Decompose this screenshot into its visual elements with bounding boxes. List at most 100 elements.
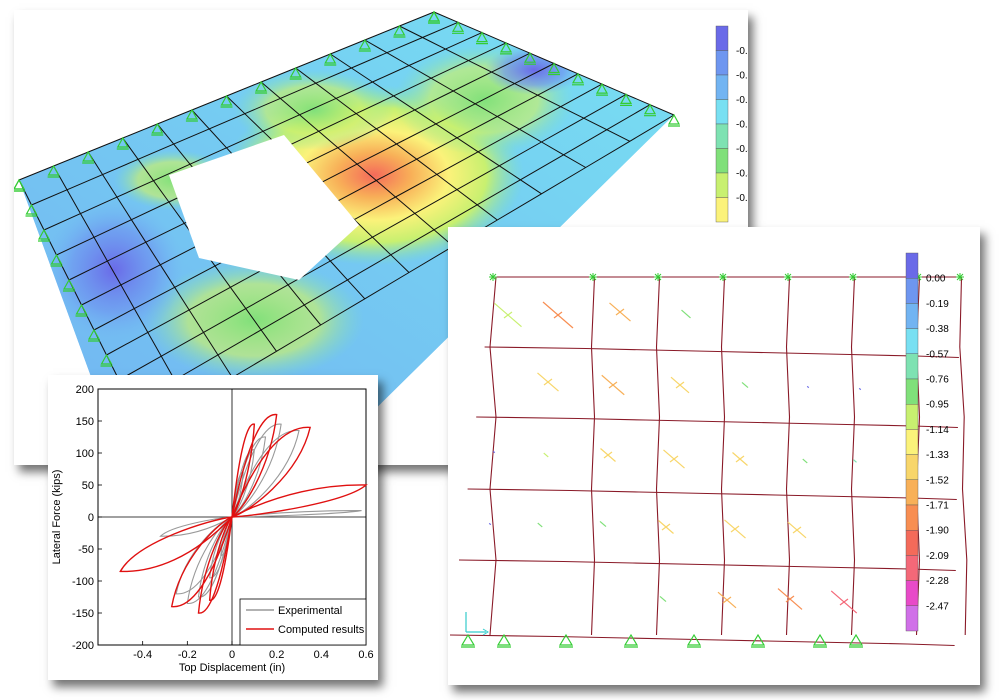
colorbar-top-label: -0.49 xyxy=(736,169,748,180)
y-axis-label: Lateral Force (kips) xyxy=(51,470,63,565)
colorbar-right-swatch xyxy=(905,429,919,455)
support-icon xyxy=(619,93,633,106)
colorbar-right-label: -1.71 xyxy=(926,501,949,512)
colorbar-right-label: -0.19 xyxy=(926,299,949,310)
support-icon xyxy=(87,328,101,342)
slab-opening xyxy=(169,135,359,280)
frame-column xyxy=(720,276,726,636)
support-icon xyxy=(558,633,574,648)
stress-arrow-cross xyxy=(553,311,563,319)
support-icon xyxy=(75,303,88,317)
frame-column xyxy=(489,276,497,636)
colorbar-right-swatch xyxy=(905,378,919,405)
colorbar-top-label: -0.42 xyxy=(736,144,748,155)
colorbar-right-swatch xyxy=(905,530,919,556)
support-icon xyxy=(643,103,657,117)
stress-arrow-cross xyxy=(735,455,745,463)
support-icon xyxy=(686,633,702,648)
support-icon xyxy=(475,31,489,45)
colorbar-right-swatch xyxy=(905,328,919,354)
colorbar-top-swatch xyxy=(715,99,729,125)
stress-arrows xyxy=(488,301,862,614)
support-icon xyxy=(623,633,639,648)
stress-arrow xyxy=(492,450,496,454)
y-tick-label: 100 xyxy=(76,448,94,460)
wall-supports xyxy=(460,273,964,648)
colorbar-right-label: -0.95 xyxy=(926,400,949,411)
x-tick-label: 0.6 xyxy=(358,649,373,661)
colorbar-right-swatch xyxy=(905,403,919,430)
hysteresis-chart: -0.4 -0.2 0 0.2 0.4 0.6 200 150 100 50 0 -50 -100 -15… xyxy=(51,384,374,674)
stress-arrow xyxy=(659,595,667,603)
colorbar-right-label: -2.09 xyxy=(926,551,949,562)
colorbar-right-label: -0.57 xyxy=(926,349,949,360)
colorbar-right-swatch xyxy=(905,252,919,279)
slab-contour-panel: -0.14 -0.21 -0.28 -0.35 -0.42 -0.49 -0.56 xyxy=(14,10,748,465)
colorbar-right-swatch xyxy=(905,278,919,304)
colorbar-right-swatch xyxy=(905,353,919,380)
support-icon xyxy=(185,108,198,122)
frame-column xyxy=(590,276,596,636)
support-icon xyxy=(667,113,681,127)
support-icon xyxy=(324,52,337,66)
support-icon xyxy=(50,253,63,267)
stress-arrow xyxy=(681,309,691,319)
computed-loop xyxy=(119,484,368,573)
slab-mesh-grid xyxy=(18,11,675,431)
stress-arrow-cross xyxy=(722,596,732,604)
frame-column xyxy=(655,276,661,636)
support-icon xyxy=(523,51,537,65)
stress-arrow xyxy=(537,522,543,528)
support-icon xyxy=(82,150,95,164)
support-icon xyxy=(848,633,864,648)
colorbar-right-swatch xyxy=(905,303,919,329)
colorbar-top-label: -0.28 xyxy=(736,95,748,106)
stress-arrow-cross xyxy=(603,451,613,459)
colorbar-right-swatch xyxy=(905,504,919,531)
stress-arrow-cross xyxy=(792,526,802,534)
x-axis-label: Top Displacement (in) xyxy=(179,662,285,674)
wall-frame-panel: 0.00 -0.19 -0.38 -0.57 -0.76 -0.95 -1.14 -1.33 -… xyxy=(448,227,980,685)
support-icon xyxy=(393,24,406,38)
colorbar-right-label: -2.47 xyxy=(926,601,949,612)
support-icon xyxy=(750,633,766,648)
stress-arrow xyxy=(806,385,810,389)
colorbar-top-swatch xyxy=(715,197,729,223)
frame-beam xyxy=(449,634,955,647)
support-icon xyxy=(499,41,513,55)
support-icon xyxy=(289,66,302,80)
node-marker-icon xyxy=(589,273,597,281)
legend-label-computed: Computed results xyxy=(278,624,365,636)
colorbar-right-label: -0.76 xyxy=(926,375,949,386)
stress-arrow-cross xyxy=(608,381,618,389)
colorbar-right-swatch xyxy=(905,605,919,632)
x-tick-label: 0 xyxy=(229,649,235,661)
colorbar-top-swatch xyxy=(715,50,729,76)
colorbar-right-label: -1.52 xyxy=(926,475,949,486)
y-tick-label: 50 xyxy=(82,480,94,492)
support-icon xyxy=(25,203,38,217)
stress-arrow-cross xyxy=(543,378,553,386)
frame-column xyxy=(785,276,791,636)
colorbar-top-swatch xyxy=(715,148,729,174)
node-marker-icon xyxy=(956,273,964,281)
colorbar-right-label: 0.00 xyxy=(926,274,946,285)
colorbar-top-swatch xyxy=(715,172,729,198)
colorbar-right-swatch xyxy=(905,555,919,581)
y-tick-label: -150 xyxy=(72,608,94,620)
slab-contour-plot xyxy=(14,10,681,442)
support-icon xyxy=(14,178,26,192)
colorbar-right-label: -1.90 xyxy=(926,526,949,537)
stress-arrow xyxy=(488,522,492,526)
frame-beam xyxy=(467,488,957,501)
support-icon xyxy=(496,633,512,648)
x-tick-label: 0.2 xyxy=(269,649,284,661)
colorbar-top-label: -0.14 xyxy=(736,46,748,57)
node-marker-icon xyxy=(489,273,497,281)
frame-column xyxy=(959,276,968,636)
legend-label-experimental: Experimental xyxy=(278,605,342,617)
stress-arrow xyxy=(543,452,549,458)
colorbar-right-swatch xyxy=(905,479,919,506)
stress-arrow-cross xyxy=(839,598,849,606)
colorbar-right-label: -1.14 xyxy=(926,425,949,436)
